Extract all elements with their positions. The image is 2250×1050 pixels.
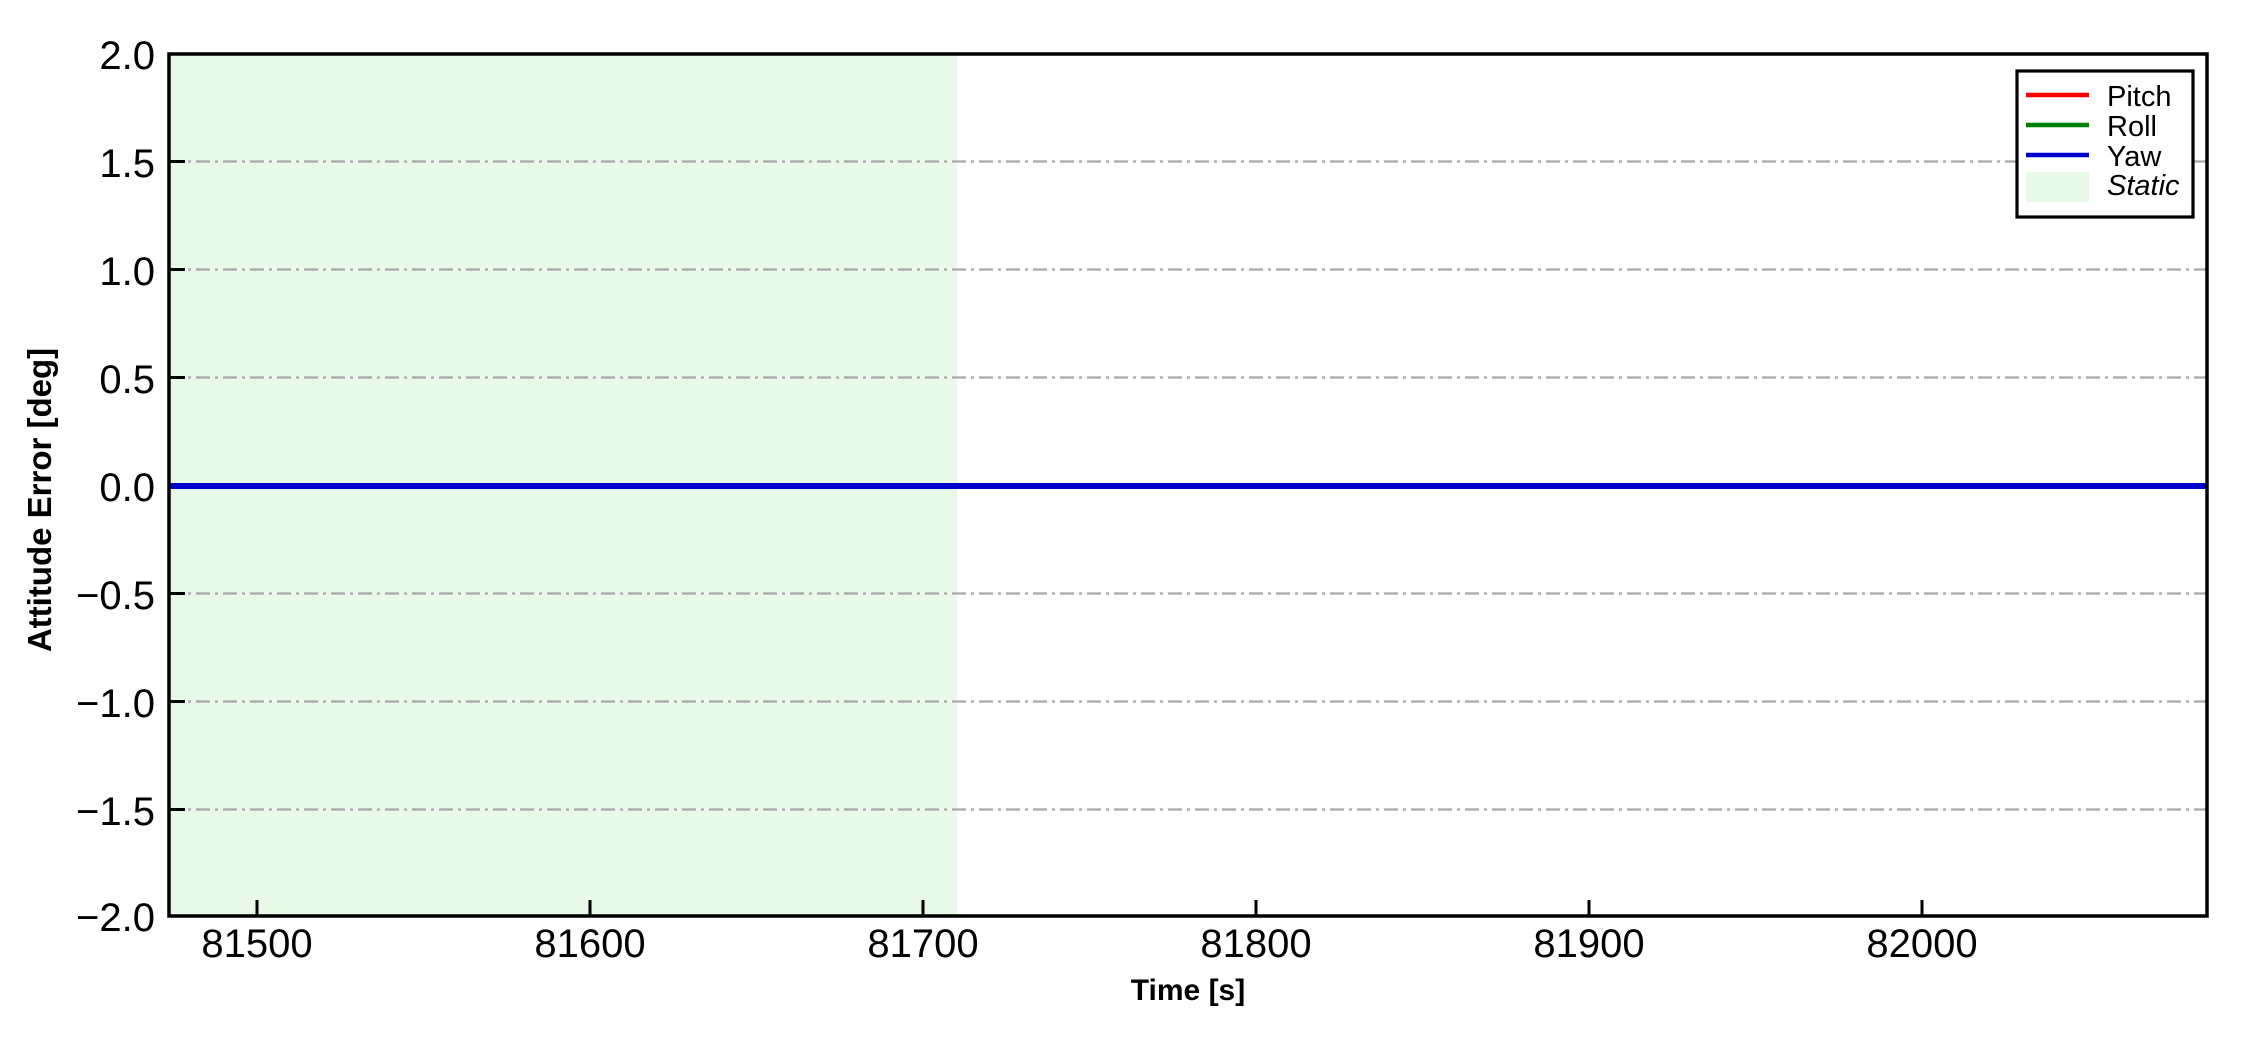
svg-text:Pitch: Pitch: [2107, 81, 2171, 113]
svg-text:81800: 81800: [1200, 922, 1311, 966]
svg-text:0.0: 0.0: [99, 466, 155, 510]
svg-text:Yaw: Yaw: [2107, 141, 2162, 173]
svg-text:81600: 81600: [534, 922, 645, 966]
svg-text:0.5: 0.5: [99, 358, 155, 402]
svg-text:81500: 81500: [201, 922, 312, 966]
svg-text:Attitude Error [deg]: Attitude Error [deg]: [21, 348, 58, 652]
svg-text:81700: 81700: [867, 922, 978, 966]
svg-text:Roll: Roll: [2107, 111, 2157, 143]
svg-text:−1.5: −1.5: [76, 790, 155, 834]
svg-text:1.5: 1.5: [99, 142, 155, 186]
svg-text:−2.0: −2.0: [76, 896, 155, 940]
svg-text:Static: Static: [2107, 170, 2180, 202]
svg-text:82000: 82000: [1866, 922, 1977, 966]
svg-text:81900: 81900: [1533, 922, 1644, 966]
svg-text:−0.5: −0.5: [76, 574, 155, 618]
svg-text:−1.0: −1.0: [76, 682, 155, 726]
svg-text:2.0: 2.0: [99, 34, 155, 78]
svg-text:1.0: 1.0: [99, 250, 155, 294]
svg-text:Time [s]: Time [s]: [1131, 974, 1245, 1007]
